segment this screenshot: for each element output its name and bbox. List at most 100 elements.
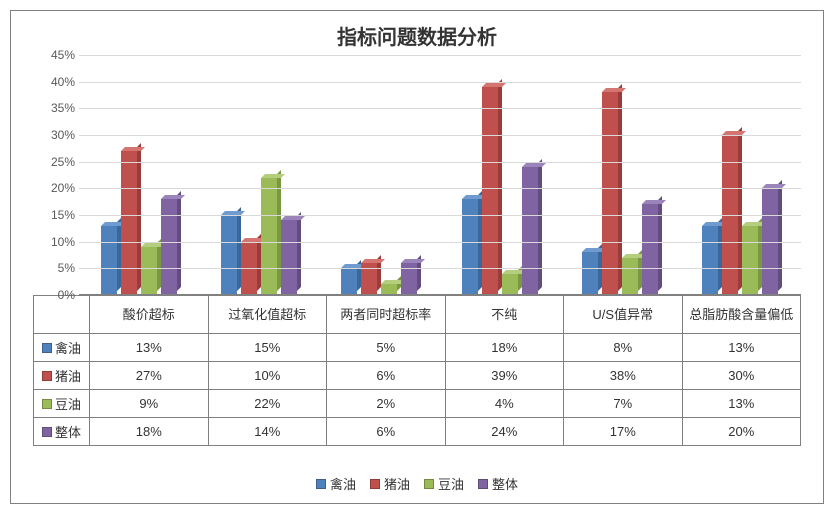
- bar: [261, 178, 277, 295]
- table-row: 豆油9%22%2%4%7%13%: [34, 390, 801, 418]
- legend-item: 猪油: [370, 474, 410, 493]
- data-cell: 6%: [327, 418, 446, 446]
- chart-container: 指标问题数据分析 0%5%10%15%20%25%30%35%40%45% 酸价…: [10, 10, 824, 504]
- grid-line: [79, 188, 801, 189]
- grid-line: [79, 215, 801, 216]
- data-cell: 20%: [682, 418, 801, 446]
- bar: [341, 268, 357, 295]
- table-header-row: 酸价超标过氧化值超标两者同时超标率不纯U/S值异常总脂肪酸含量偏低: [34, 296, 801, 334]
- data-cell: 15%: [208, 334, 327, 362]
- series-swatch-icon: [42, 399, 52, 409]
- bar: [602, 92, 618, 295]
- data-cell: 4%: [445, 390, 564, 418]
- bar-group: [199, 55, 319, 295]
- series-row-header: 猪油: [34, 362, 90, 390]
- bar-cluster: [582, 92, 658, 295]
- legend-label: 禽油: [330, 474, 356, 493]
- grid-line: [79, 162, 801, 163]
- table-row: 猪油 27%10%6%39%38%30%: [34, 362, 801, 390]
- y-tick-label: 45%: [51, 48, 75, 62]
- x-baseline: [79, 294, 801, 295]
- data-cell: 13%: [682, 334, 801, 362]
- bar: [121, 151, 137, 295]
- legend-item: 豆油: [424, 474, 464, 493]
- category-label: U/S值异常: [564, 296, 683, 334]
- data-cell: 2%: [327, 390, 446, 418]
- grid-line: [79, 268, 801, 269]
- grid-line: [79, 108, 801, 109]
- data-cell: 24%: [445, 418, 564, 446]
- legend-item: 整体: [478, 474, 518, 493]
- data-cell: 22%: [208, 390, 327, 418]
- category-label: 过氧化值超标: [208, 296, 327, 334]
- y-tick-label: 10%: [51, 235, 75, 249]
- legend-swatch-icon: [478, 479, 488, 489]
- legend-swatch-icon: [370, 479, 380, 489]
- category-label: 总脂肪酸含量偏低: [682, 296, 801, 334]
- data-cell: 14%: [208, 418, 327, 446]
- y-tick-label: 20%: [51, 181, 75, 195]
- category-label: 酸价超标: [90, 296, 209, 334]
- bar: [101, 226, 117, 295]
- series-label: 猪油: [55, 366, 81, 385]
- table-row: 禽油13%15%5%18%8%13%: [34, 334, 801, 362]
- table-row: 整体 18%14%6%24%17%20%: [34, 418, 801, 446]
- bar: [642, 204, 658, 295]
- data-cell: 8%: [564, 334, 683, 362]
- bar-cluster: [101, 151, 177, 295]
- data-cell: 30%: [682, 362, 801, 390]
- y-tick-label: 30%: [51, 128, 75, 142]
- chart-title: 指标问题数据分析: [11, 11, 823, 56]
- bar-cluster: [221, 178, 297, 295]
- bar: [622, 258, 638, 295]
- data-cell: 10%: [208, 362, 327, 390]
- series-swatch-icon: [42, 343, 52, 353]
- category-label: 不纯: [445, 296, 564, 334]
- bar-cluster: [462, 87, 538, 295]
- data-cell: 38%: [564, 362, 683, 390]
- legend-label: 整体: [492, 474, 518, 493]
- y-tick-label: 40%: [51, 75, 75, 89]
- data-cell: 39%: [445, 362, 564, 390]
- bar-group: [79, 55, 199, 295]
- legend-item: 禽油: [316, 474, 356, 493]
- series-row-header: 整体: [34, 418, 90, 446]
- series-swatch-icon: [42, 427, 52, 437]
- bar: [582, 252, 598, 295]
- bar: [462, 199, 478, 295]
- y-axis: 0%5%10%15%20%25%30%35%40%45%: [33, 55, 79, 295]
- bar: [702, 226, 718, 295]
- data-table: 酸价超标过氧化值超标两者同时超标率不纯U/S值异常总脂肪酸含量偏低 禽油13%1…: [33, 295, 801, 446]
- bar: [742, 226, 758, 295]
- series-row-header: 豆油: [34, 390, 90, 418]
- bar-group: [681, 55, 801, 295]
- legend-label: 豆油: [438, 474, 464, 493]
- plot-and-table: 0%5%10%15%20%25%30%35%40%45% 酸价超标过氧化值超标两…: [33, 55, 801, 446]
- y-tick-label: 35%: [51, 101, 75, 115]
- series-label: 整体: [55, 422, 81, 441]
- grid-line: [79, 135, 801, 136]
- bar: [141, 247, 157, 295]
- data-cell: 5%: [327, 334, 446, 362]
- bar-group: [320, 55, 440, 295]
- data-cell: 13%: [90, 334, 209, 362]
- data-cell: 18%: [90, 418, 209, 446]
- y-tick-label: 15%: [51, 208, 75, 222]
- data-cell: 18%: [445, 334, 564, 362]
- data-cell: 13%: [682, 390, 801, 418]
- legend: 禽油猪油 豆油 整体: [11, 474, 823, 493]
- data-cell: 17%: [564, 418, 683, 446]
- bar-group: [440, 55, 560, 295]
- data-cell: 6%: [327, 362, 446, 390]
- grid-line: [79, 55, 801, 56]
- bar: [281, 220, 297, 295]
- grid-line: [79, 242, 801, 243]
- plot-area: 0%5%10%15%20%25%30%35%40%45%: [79, 55, 801, 295]
- series-swatch-icon: [42, 371, 52, 381]
- table-body: 禽油13%15%5%18%8%13%猪油27%10%6%39%38%30%豆油9…: [34, 334, 801, 446]
- series-label: 豆油: [55, 394, 81, 413]
- series-row-header: 禽油: [34, 334, 90, 362]
- series-label: 禽油: [55, 338, 81, 357]
- data-cell: 27%: [90, 362, 209, 390]
- bar: [221, 215, 237, 295]
